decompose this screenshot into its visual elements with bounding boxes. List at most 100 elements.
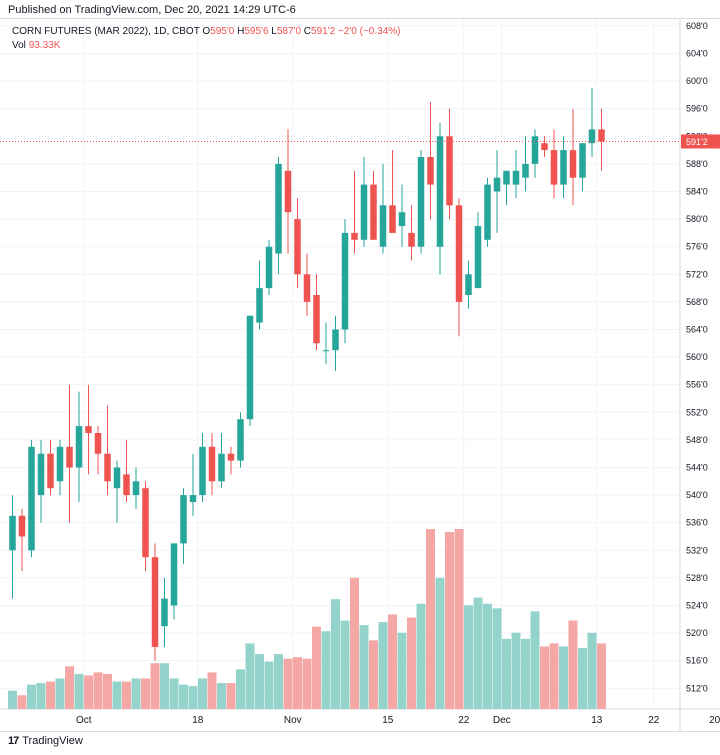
candle-body [237, 419, 244, 461]
y-tick-label: 568'0 [686, 297, 708, 307]
volume-bar [502, 638, 511, 709]
volume-bar [426, 529, 435, 709]
y-tick-label: 532'0 [686, 545, 708, 555]
candle-body [541, 143, 548, 151]
y-tick-label: 516'0 [686, 656, 708, 666]
legend-high-value: 595'6 [244, 26, 269, 37]
volume-bar [217, 683, 226, 709]
volume-bar [236, 669, 245, 709]
candle-body [256, 288, 263, 323]
x-tick-label: Dec [493, 715, 511, 726]
volume-bar [74, 673, 84, 709]
candle-body [9, 515, 16, 551]
tradingview-logo-icon: 17 [8, 735, 19, 747]
volume-bar [122, 681, 131, 709]
volume-bar [150, 663, 160, 709]
candle-body [313, 295, 320, 344]
y-tick-label: 584'0 [686, 187, 708, 197]
volume-bar [302, 658, 312, 709]
y-tick-label: 600'0 [686, 76, 708, 86]
volume-bar [55, 678, 65, 709]
x-tick-label: 22 [648, 715, 660, 726]
candle-body [151, 557, 159, 647]
legend-open-value: 595'0 [210, 26, 235, 37]
volume-bar [160, 663, 169, 709]
y-tick-label: 544'0 [686, 463, 708, 473]
y-tick-label: 548'0 [686, 435, 708, 445]
candle-body [218, 453, 225, 482]
candle-body [265, 246, 273, 289]
volume-bar [549, 643, 559, 709]
candle-body [170, 543, 178, 606]
volume-bar [103, 673, 112, 709]
candle-body [56, 446, 64, 482]
volume-bar [331, 599, 340, 709]
candle-body [531, 136, 539, 164]
y-tick-label: 572'0 [686, 269, 708, 279]
x-tick-label: 15 [382, 715, 394, 726]
volume-bar [264, 661, 274, 709]
x-tick-label: 13 [591, 715, 603, 726]
x-tick-label: 2022 [709, 715, 720, 726]
volume-bar [84, 675, 93, 709]
volume-bar [169, 678, 179, 709]
candle-body [227, 453, 235, 461]
candle-body [436, 136, 444, 247]
volume-bar [578, 647, 587, 709]
volume-bar [388, 614, 397, 709]
candle-body [275, 163, 282, 254]
volume-bar [131, 678, 141, 709]
volume-bar [226, 683, 236, 709]
candle-body [588, 129, 596, 144]
y-tick-label: 588'0 [686, 159, 708, 169]
candle-body [303, 274, 311, 302]
volume-bar [407, 617, 416, 709]
candle-body [465, 274, 472, 295]
candle-body [484, 184, 491, 240]
volume-bar [597, 643, 606, 709]
chart-panel[interactable]: 512'0 516'0 520'0 524'0 528'0 532'0 536'0 540'0… [0, 18, 720, 732]
volume-bar [473, 597, 483, 709]
y-tick-label: 564'0 [686, 325, 708, 335]
last-price-tag [681, 134, 720, 149]
candle-body [123, 474, 130, 496]
candle-body [569, 150, 577, 178]
candle-body [180, 495, 187, 544]
candle-body [161, 598, 168, 627]
volume-bar [416, 603, 426, 709]
candle-body [455, 205, 463, 302]
volume-bar [521, 638, 530, 709]
volume-bar [112, 681, 122, 709]
volume-bar [283, 658, 293, 709]
volume-bar [141, 678, 150, 709]
y-tick-label: 528'0 [686, 573, 708, 583]
y-tick-label: 580'0 [686, 214, 708, 224]
candle-body [332, 329, 339, 351]
candle-body [493, 177, 501, 192]
volume-bar [65, 666, 74, 709]
volume-bar [93, 672, 103, 709]
volume-bar [255, 654, 264, 709]
volume-bar [445, 532, 454, 709]
volume-bar [17, 695, 27, 709]
volume-bar [8, 690, 17, 709]
volume-bar [492, 608, 502, 709]
legend-close-value: 591'2 [311, 26, 336, 37]
volume-bar [559, 646, 568, 709]
volume-bar [179, 684, 188, 709]
candle-body [360, 184, 368, 240]
candlestick-chart[interactable]: 512'0 516'0 520'0 524'0 528'0 532'0 536'0 540'0… [0, 19, 720, 731]
candle-body [474, 226, 482, 289]
volume-bar [397, 632, 407, 709]
x-tick-label: 18 [192, 715, 204, 726]
volume-bar [207, 672, 217, 709]
candle-body [28, 446, 35, 551]
y-tick-label: 556'0 [686, 380, 708, 390]
candle-body [408, 232, 415, 247]
candle-body [341, 232, 349, 330]
candle-body [199, 446, 206, 496]
volume-bar [312, 626, 321, 709]
legend-low-value: 587'0 [276, 26, 302, 37]
candle-body [284, 170, 292, 213]
candle-body [379, 205, 387, 247]
